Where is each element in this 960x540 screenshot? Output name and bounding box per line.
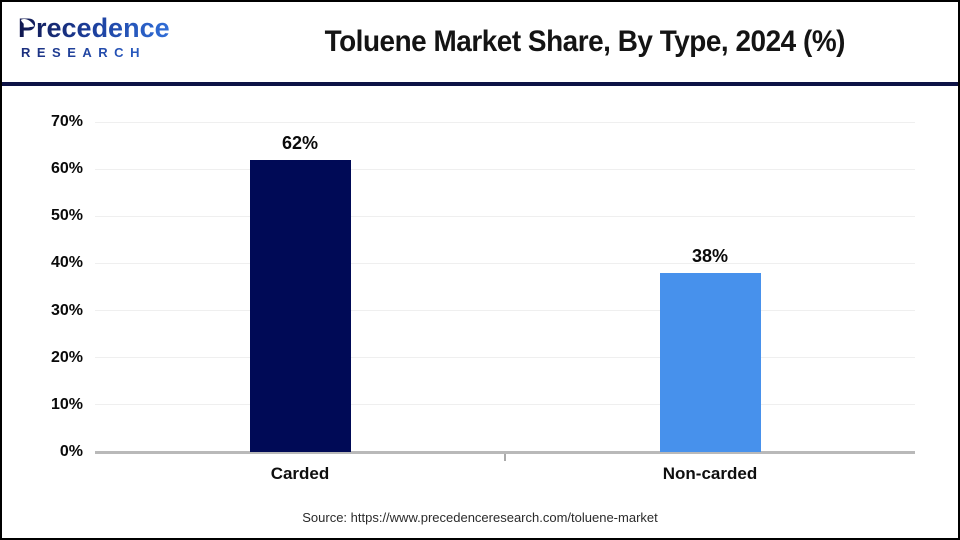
- gridline: [95, 121, 915, 123]
- gridline: [95, 357, 915, 359]
- gridline: [95, 404, 915, 406]
- y-axis-tick-label: 60%: [50, 160, 83, 178]
- y-axis-tick-label: 70%: [50, 113, 83, 130]
- y-axis-tick-label: 30%: [50, 301, 83, 319]
- gridline: [95, 168, 915, 170]
- gridline: [95, 262, 915, 264]
- source-text: Source: https://www.precedenceresearch.c…: [302, 510, 658, 525]
- bar-value-label: 62%: [281, 132, 319, 153]
- title-wrap: Toluene Market Share, By Type, 2024 (%): [232, 2, 938, 82]
- y-axis-tick-label: 40%: [50, 254, 83, 272]
- bar-carded: [249, 159, 351, 452]
- gridline: [95, 215, 915, 217]
- x-axis-label: Carded: [270, 464, 330, 483]
- bar-non-carded: [659, 272, 761, 452]
- gridline: [95, 310, 915, 312]
- x-axis-line: [95, 451, 915, 454]
- brand-logo: Precedence RESEARCH: [18, 12, 228, 60]
- header: Precedence RESEARCH Toluene Market Share…: [2, 2, 958, 86]
- y-axis-tick-label: 0%: [59, 443, 83, 460]
- brand-subtitle: RESEARCH: [18, 45, 228, 60]
- x-axis-label: Non-carded: [662, 464, 758, 483]
- x-axis-tick: [504, 454, 506, 461]
- brand-name: Precedence: [18, 12, 228, 44]
- y-axis-tick-label: 20%: [50, 348, 83, 366]
- y-axis-tick-label: 10%: [50, 395, 83, 413]
- chart-title: Toluene Market Share, By Type, 2024 (%): [324, 25, 846, 58]
- bar-value-label: 38%: [691, 245, 729, 266]
- y-axis-tick-label: 50%: [50, 207, 83, 225]
